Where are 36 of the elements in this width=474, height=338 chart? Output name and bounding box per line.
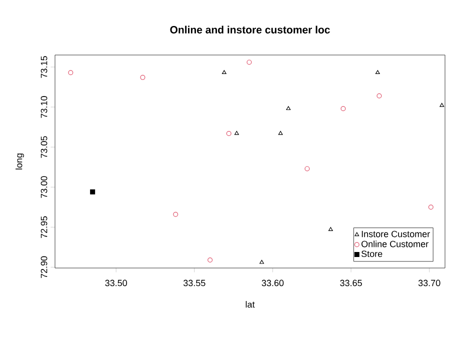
point	[222, 70, 226, 74]
point	[328, 227, 333, 231]
point	[208, 257, 213, 262]
point	[286, 106, 291, 110]
y-tick-label: 73.15	[40, 56, 48, 78]
point	[90, 189, 96, 194]
legend-label: Instore Customer	[362, 230, 430, 238]
point	[68, 70, 74, 76]
x-axis-title: lat	[246, 301, 255, 308]
point	[246, 60, 252, 65]
point	[340, 106, 346, 112]
x-tick-label: 33.50	[105, 280, 127, 286]
point	[260, 260, 264, 264]
chart-title: Online and instore customer loc	[170, 26, 330, 34]
legend-label: Online Customer	[362, 240, 428, 248]
y-tick-label: 73.05	[40, 136, 48, 158]
point	[173, 212, 178, 217]
y-tick-label: 72.90	[40, 256, 48, 278]
point	[304, 166, 310, 172]
x-tick-label: 33.60	[262, 280, 284, 286]
point	[278, 130, 283, 135]
y-tick-label: 72.95	[40, 216, 48, 238]
y-tick-label: 73.00	[40, 176, 48, 198]
y-tick-label: 73.10	[40, 96, 48, 118]
point	[440, 102, 444, 107]
point	[376, 93, 382, 98]
legend-label: Store	[361, 250, 382, 258]
point	[375, 70, 380, 74]
point	[226, 130, 232, 136]
point	[234, 130, 239, 135]
x-tick-label: 33.55	[183, 280, 206, 286]
x-tick-label: 33.65	[340, 280, 362, 286]
y-axis-title: long	[16, 154, 24, 170]
x-tick-label: 33.70	[418, 280, 440, 286]
point	[428, 204, 434, 210]
point	[140, 74, 146, 80]
